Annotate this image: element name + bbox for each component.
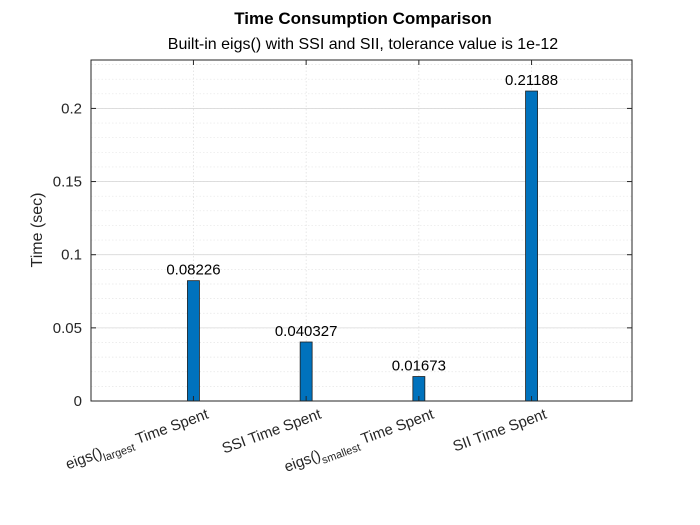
y-axis-label: Time (sec)	[29, 193, 46, 268]
data-label: 0.21188	[505, 72, 558, 89]
x-tick-label: SII Time Spent	[451, 406, 550, 456]
y-tick-label: 0.2	[61, 100, 82, 117]
data-label: 0.040327	[275, 323, 338, 340]
chart-title: Time Consumption Comparison	[234, 9, 492, 28]
y-ticks: 0 0.05 0.1 0.15 0.2	[53, 60, 632, 410]
chart-subtitle: Built-in eigs() with SSI and SII, tolera…	[168, 36, 559, 53]
bar	[187, 280, 200, 402]
y-tick-label: 0	[74, 393, 82, 410]
bar	[525, 90, 538, 402]
bar	[299, 341, 313, 402]
data-labels: 0.08226 0.040327 0.01673 0.21188	[166, 72, 558, 374]
y-tick-label: 0.05	[53, 320, 82, 337]
x-tick-labels: eigs()largest Time Spent SSI Time Spentei…	[63, 406, 550, 478]
x-tick-label: eigs()largest Time Spent	[63, 406, 212, 478]
data-label: 0.01673	[392, 358, 446, 375]
data-label: 0.08226	[166, 262, 220, 279]
grid	[91, 60, 632, 402]
plot-frame	[90, 59, 633, 402]
bars	[187, 90, 538, 402]
y-tick-label: 0.15	[53, 174, 82, 191]
y-tick-label: 0.1	[61, 247, 82, 264]
axes	[90, 59, 633, 402]
